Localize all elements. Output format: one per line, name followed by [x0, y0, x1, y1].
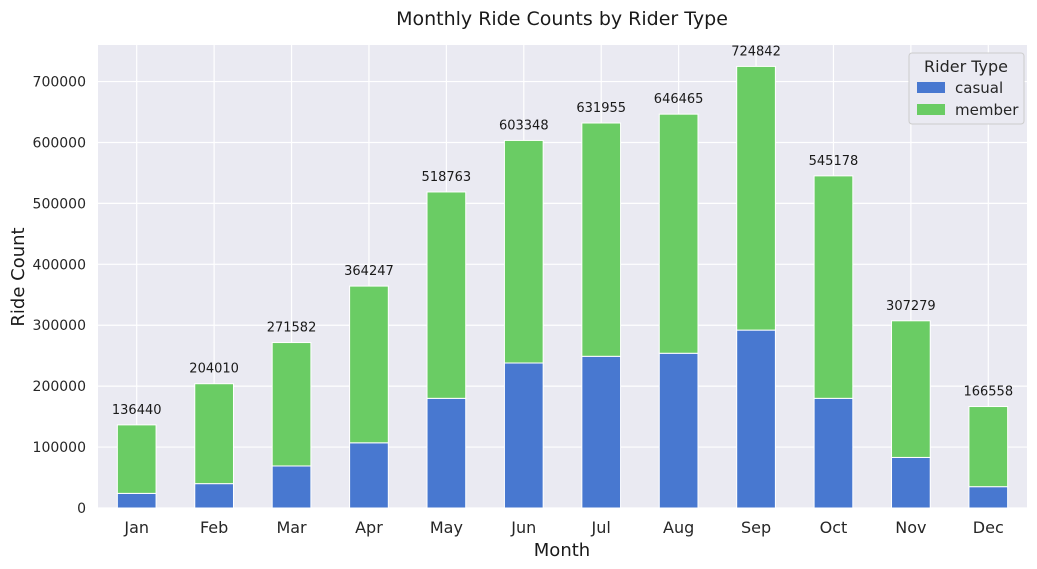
bar-member-jun	[503, 139, 544, 364]
bar-total-label: 204010	[189, 362, 239, 377]
bar-casual-nov	[891, 456, 931, 509]
bar-casual-jun	[503, 362, 544, 509]
legend-swatch-casual	[917, 82, 945, 93]
legend-label-member: member	[955, 101, 1019, 119]
x-tick-label: Feb	[200, 518, 228, 537]
legend-swatch-member	[917, 104, 945, 115]
x-tick-label: Jul	[591, 518, 611, 537]
y-tick-label: 500000	[33, 196, 86, 212]
bar-casual-mar	[271, 465, 312, 509]
bar-total-label: 603348	[499, 118, 549, 133]
bars	[116, 65, 1009, 509]
bar-member-sep	[736, 65, 776, 331]
x-axis-label: Month	[534, 540, 590, 561]
y-tick-label: 100000	[33, 440, 86, 456]
chart-title: Monthly Ride Counts by Rider Type	[396, 8, 728, 30]
x-tick-label: Jan	[123, 518, 149, 537]
x-tick-label: Nov	[895, 518, 926, 537]
bar-casual-feb	[194, 483, 234, 509]
bar-member-dec	[968, 406, 1009, 488]
y-tick-label: 300000	[33, 318, 86, 334]
plot-area	[98, 45, 1027, 508]
y-axis-ticks: 0 100000 200000 300000 400000 500000 600000 700…	[33, 75, 86, 517]
x-tick-label: Mar	[276, 518, 307, 537]
y-tick-label: 700000	[33, 75, 86, 91]
bar-total-label: 271582	[267, 321, 317, 336]
x-tick-label: Jun	[510, 518, 536, 537]
legend-title: Rider Type	[924, 57, 1008, 76]
bar-member-nov	[891, 320, 931, 458]
x-tick-label: Sep	[741, 518, 771, 537]
bar-member-feb	[194, 383, 234, 485]
bar-total-label: 166558	[963, 385, 1013, 400]
x-tick-label: Dec	[973, 518, 1004, 537]
x-tick-label: Apr	[355, 518, 383, 537]
total-labels: 136440 204010 271582 364247 518763 603348 6319…	[112, 44, 1013, 417]
bar-total-label: 545178	[809, 154, 859, 169]
bar-casual-jan	[116, 492, 157, 509]
bar-member-apr	[349, 285, 389, 444]
x-axis-ticks: Jan Feb Mar Apr May Jun Jul Aug Sep Oct Nov Dec	[123, 518, 1003, 537]
bar-casual-may	[426, 397, 467, 509]
bar-member-oct	[813, 175, 854, 399]
bar-member-aug	[658, 113, 699, 354]
y-tick-label: 200000	[33, 379, 86, 395]
x-tick-label: May	[430, 518, 463, 537]
bar-member-mar	[271, 342, 312, 467]
bar-total-label: 364247	[344, 264, 394, 279]
bar-casual-dec	[968, 486, 1009, 509]
x-tick-label: Oct	[820, 518, 848, 537]
bar-member-jan	[116, 424, 157, 494]
y-tick-label: 400000	[33, 257, 86, 273]
bar-member-may	[426, 191, 467, 399]
bar-total-label: 136440	[112, 403, 162, 418]
bar-member-jul	[581, 122, 622, 357]
y-tick-label: 600000	[33, 135, 86, 151]
bar-casual-sep	[736, 329, 776, 509]
legend-label-casual: casual	[955, 79, 1003, 97]
bar-total-label: 724842	[731, 44, 781, 59]
bar-casual-oct	[813, 397, 854, 509]
bar-total-label: 646465	[654, 92, 704, 107]
bar-total-label: 307279	[886, 299, 936, 314]
bar-casual-aug	[658, 352, 699, 509]
bar-casual-jul	[581, 355, 622, 509]
bar-total-label: 518763	[422, 170, 472, 185]
bar-total-label: 631955	[576, 101, 626, 116]
legend: Rider Type casual member	[908, 52, 1025, 125]
y-axis-label: Ride Count	[8, 227, 29, 326]
bar-casual-apr	[349, 442, 389, 509]
y-tick-label: 0	[77, 501, 86, 517]
x-tick-label: Aug	[663, 518, 694, 537]
